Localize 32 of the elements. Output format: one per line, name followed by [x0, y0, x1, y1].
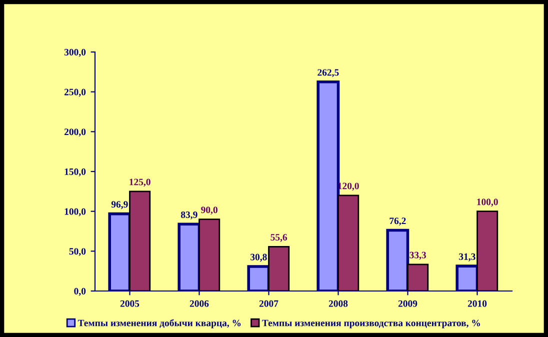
data-label: 100,0 — [477, 198, 498, 207]
y-tick-label: 0,0 — [74, 288, 86, 296]
bar — [129, 190, 151, 291]
y-tick-label: 100,0 — [64, 208, 86, 216]
data-label: 76,2 — [390, 218, 406, 226]
data-label: 125,0 — [130, 178, 150, 187]
data-label: 30,8 — [250, 254, 267, 262]
data-label: 83,9 — [180, 211, 198, 220]
x-tick-label: 2010 — [468, 300, 487, 307]
bar — [198, 218, 220, 291]
data-label: 262,5 — [318, 69, 339, 78]
bar — [338, 194, 360, 291]
y-tick-label: 200,0 — [64, 128, 86, 137]
y-tick-label: 300,0 — [64, 48, 86, 57]
x-tick-label: 2005 — [120, 300, 140, 307]
data-label: 55,6 — [270, 234, 288, 242]
x-tick-label: 2007 — [259, 300, 278, 307]
data-label: 96,9 — [111, 201, 128, 210]
y-tick-label: 250,0 — [64, 88, 86, 97]
bar — [407, 264, 429, 291]
data-label: 90,0 — [201, 206, 218, 215]
y-tick-label: 50,0 — [69, 248, 86, 256]
data-label: 31,3 — [459, 253, 476, 262]
x-tick-label: 2008 — [328, 300, 348, 307]
bar — [476, 210, 498, 291]
data-label: 33,3 — [410, 252, 426, 260]
legend-label: Темпы изменения производства концентратов, % — [262, 320, 480, 328]
bar — [268, 246, 290, 291]
x-tick-label: 2009 — [398, 300, 418, 307]
x-tick-label: 2006 — [190, 300, 209, 307]
legend-label: Темпы изменения добычи кварца, % — [78, 319, 241, 328]
y-tick-label: 150,0 — [64, 168, 86, 176]
